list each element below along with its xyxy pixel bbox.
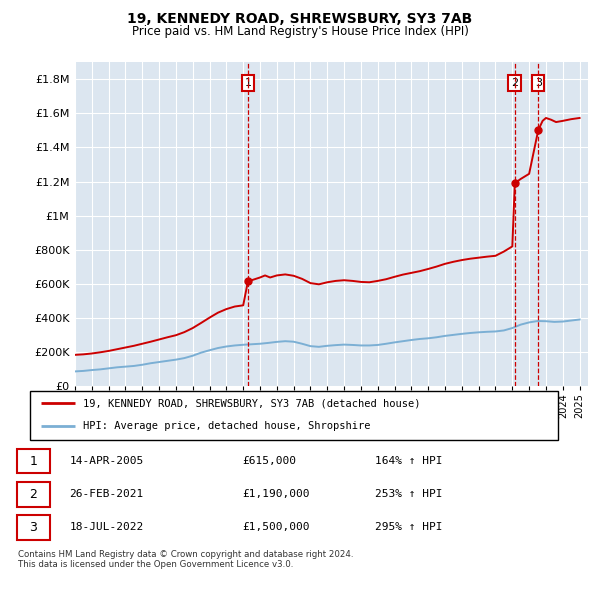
Bar bbox=[17, 481, 50, 506]
Text: £1,190,000: £1,190,000 bbox=[242, 489, 310, 499]
Text: 295% ↑ HPI: 295% ↑ HPI bbox=[375, 522, 442, 532]
Text: 19, KENNEDY ROAD, SHREWSBURY, SY3 7AB (detached house): 19, KENNEDY ROAD, SHREWSBURY, SY3 7AB (d… bbox=[83, 398, 420, 408]
Text: Price paid vs. HM Land Registry's House Price Index (HPI): Price paid vs. HM Land Registry's House … bbox=[131, 25, 469, 38]
Text: 26-FEB-2021: 26-FEB-2021 bbox=[70, 489, 144, 499]
Bar bbox=[17, 514, 50, 539]
Text: 3: 3 bbox=[535, 78, 542, 88]
Bar bbox=[17, 449, 50, 473]
Text: 1: 1 bbox=[29, 454, 37, 468]
Text: 164% ↑ HPI: 164% ↑ HPI bbox=[375, 456, 442, 466]
Text: 2: 2 bbox=[511, 78, 518, 88]
Text: Contains HM Land Registry data © Crown copyright and database right 2024.
This d: Contains HM Land Registry data © Crown c… bbox=[18, 550, 353, 569]
Text: 14-APR-2005: 14-APR-2005 bbox=[70, 456, 144, 466]
Text: 1: 1 bbox=[244, 78, 251, 88]
Text: 19, KENNEDY ROAD, SHREWSBURY, SY3 7AB: 19, KENNEDY ROAD, SHREWSBURY, SY3 7AB bbox=[127, 12, 473, 26]
Text: £615,000: £615,000 bbox=[242, 456, 296, 466]
Text: 18-JUL-2022: 18-JUL-2022 bbox=[70, 522, 144, 532]
Text: £1,500,000: £1,500,000 bbox=[242, 522, 310, 532]
Text: 253% ↑ HPI: 253% ↑ HPI bbox=[375, 489, 442, 499]
Text: HPI: Average price, detached house, Shropshire: HPI: Average price, detached house, Shro… bbox=[83, 421, 370, 431]
Text: 3: 3 bbox=[29, 520, 37, 534]
Text: 2: 2 bbox=[29, 487, 37, 501]
